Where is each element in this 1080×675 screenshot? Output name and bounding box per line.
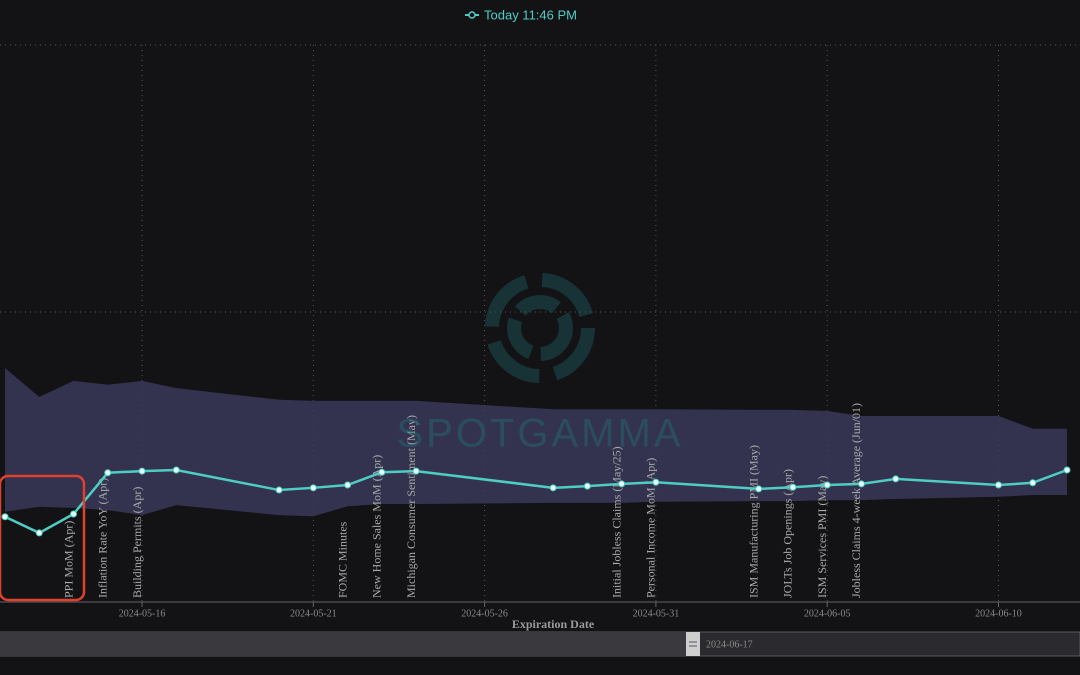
event-label: Michigan Consumer Sentiment (May) xyxy=(404,415,418,598)
range-handle[interactable] xyxy=(686,632,700,656)
h-grid xyxy=(0,44,1080,313)
point xyxy=(994,481,1002,489)
event-label: FOMC Minutes xyxy=(335,521,349,598)
event-label: Jobless Claims 4-week Average (Jun/01) xyxy=(849,403,863,598)
point xyxy=(618,480,626,488)
plot: 2024-05-16 2024-05-21 2024-05-26 2024-05-31… xyxy=(1,45,1071,619)
range-band xyxy=(5,368,1067,517)
point xyxy=(378,468,386,476)
event-label: ISM Services PMI (May) xyxy=(815,476,829,598)
range-label: 2024-06-17 xyxy=(706,639,753,650)
logo-ring xyxy=(507,295,573,361)
point xyxy=(1,513,9,521)
x-tick-label: 2024-05-31 xyxy=(633,608,680,619)
range-selection xyxy=(0,632,686,656)
x-tick-label: 2024-05-21 xyxy=(290,608,337,619)
event-label: Inflation Rate YoY (Apr) xyxy=(96,478,110,598)
legend-label[interactable]: Today 11:46 PM xyxy=(484,7,577,22)
x-tick-label: 2024-05-26 xyxy=(461,608,508,619)
event-label: JOLTs Job Openings (Apr) xyxy=(781,469,795,598)
point xyxy=(823,481,831,489)
point xyxy=(789,483,797,491)
point xyxy=(652,478,660,486)
point xyxy=(70,510,78,518)
event-label: Personal Income MoM (Apr) xyxy=(644,458,658,598)
x-tick-label: 2024-05-16 xyxy=(119,608,166,619)
event-label: New Home Sales MoM (Apr) xyxy=(370,455,384,598)
watermark-text: SPOTGAMMA xyxy=(396,412,683,456)
point xyxy=(344,481,352,489)
point xyxy=(138,467,146,475)
point xyxy=(755,485,763,493)
point xyxy=(309,484,317,492)
point xyxy=(1029,479,1037,487)
event-label: PPI MoM (Apr) xyxy=(61,521,75,598)
event-label: Building Permits (Apr) xyxy=(130,487,144,598)
legend[interactable]: Today 11:46 PM xyxy=(465,7,577,22)
x-axis-title: Expiration Date xyxy=(512,617,595,631)
event-label: ISM Manufacturing PMI (May) xyxy=(746,445,760,598)
point xyxy=(892,475,900,483)
point xyxy=(275,486,283,494)
watermark xyxy=(485,273,595,383)
point xyxy=(857,480,865,488)
legend-marker xyxy=(468,11,476,19)
point xyxy=(583,482,591,490)
x-tick-label: 2024-06-10 xyxy=(975,608,1022,619)
point xyxy=(172,466,180,474)
x-tick-label: 2024-06-05 xyxy=(804,608,851,619)
point xyxy=(412,467,420,475)
point xyxy=(1063,466,1071,474)
highlight-box xyxy=(0,474,86,602)
point xyxy=(35,529,43,537)
point xyxy=(549,484,557,492)
event-label: Initial Jobless Claims (May/25) xyxy=(609,446,623,598)
point xyxy=(104,469,112,477)
logo-ring xyxy=(485,273,595,383)
